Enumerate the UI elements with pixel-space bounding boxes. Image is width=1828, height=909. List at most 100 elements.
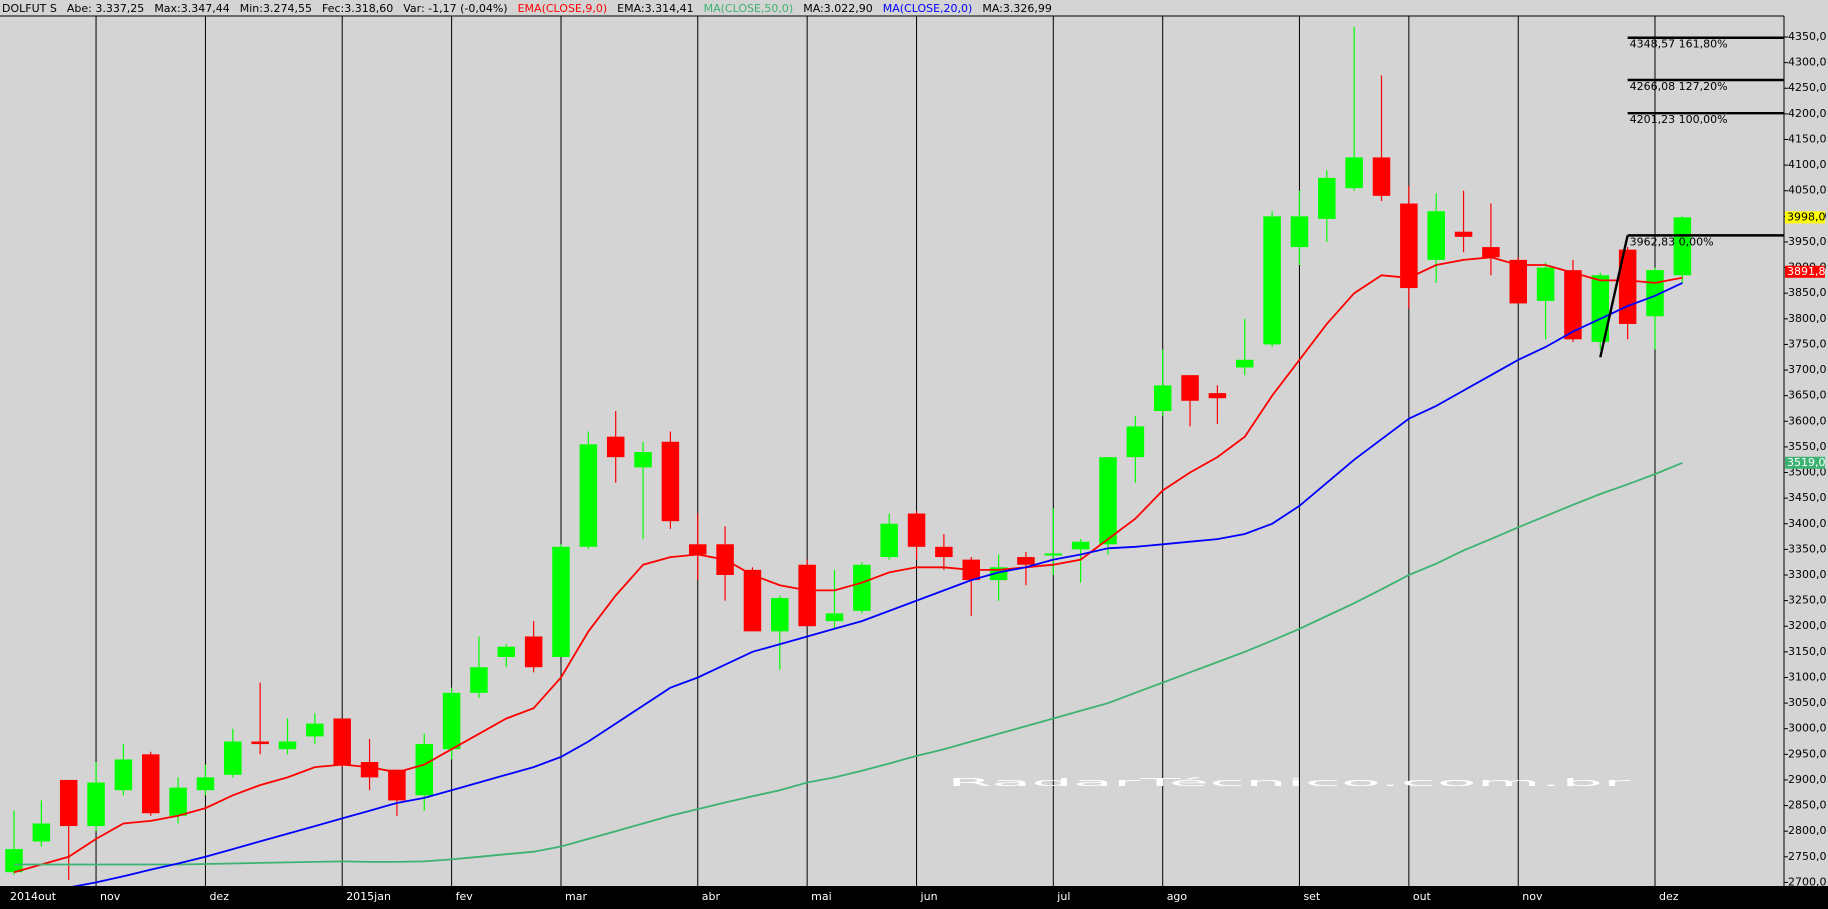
x-tick-label: nov [1522,890,1543,903]
legend-entry: MA(CLOSE,50,0) [703,2,794,15]
y-tick-label: 4300,0 [1788,56,1827,69]
price-tag [1785,456,1825,469]
candle-body [333,718,351,765]
x-tick-label: dez [209,890,229,903]
candle-body [87,782,105,827]
candle-body [1044,553,1063,556]
candle-body [388,769,406,801]
candle-body [880,523,898,558]
price-tag [1785,211,1825,224]
x-tick-label: 2015jan [346,890,391,903]
candle-body [1536,267,1555,301]
y-tick-label: 3100,0 [1788,670,1827,683]
indicator-reading: MA:3.022,90 [803,2,873,15]
candle-body [1564,270,1582,340]
y-tick-label: 3350,0 [1788,542,1827,555]
candle-body [1263,216,1281,345]
indicator-reading: MA:3.326,99 [982,2,1052,15]
x-tick-label: set [1303,890,1320,903]
candle-body [1454,231,1473,237]
symbol: DOLFUT S [2,2,57,15]
date-band [0,886,1828,909]
y-tick-label: 3950,0 [1788,235,1827,248]
candle-body [1345,157,1363,189]
candle-body [1509,259,1527,304]
candle-body [1591,275,1610,342]
y-tick-label: 3550,0 [1788,440,1827,453]
y-tick-label: 4150,0 [1788,132,1827,145]
stat: Fec:3.318,60 [321,2,394,15]
watermark: RadarTécnico.com.br [947,776,1633,789]
x-tick-label: jul [1056,890,1070,903]
candle-body [1618,249,1637,324]
candle-body [825,613,844,622]
fib-label: 4201,23 100,00% [1630,113,1728,126]
x-tick-label: nov [100,890,121,903]
x-tick-label: dez [1659,890,1679,903]
x-tick-label: fev [456,890,474,903]
plot: RadarTécnico.com.br [5,26,1692,886]
candle-body [1427,211,1445,260]
fib-trend [1599,235,1629,358]
indicator-reading: EMA:3.314,41 [617,2,694,15]
legend-entry: MA(CLOSE,20,0) [882,2,973,15]
y-tick-label: 3300,0 [1788,568,1827,581]
candle-body [524,636,543,668]
candle-body [196,777,215,791]
candle-body [1318,177,1336,219]
y-tick-label: 3250,0 [1788,594,1827,607]
indicator-line [71,282,1683,886]
candle-body [689,544,707,555]
candle-body [1208,393,1227,399]
fib-label: 3962,83 0,00% [1630,235,1714,248]
candle-body [1017,557,1035,565]
candle-body [470,667,488,693]
candle-body [552,546,570,657]
y-tick-label: 4350,0 [1788,30,1827,43]
candle-body [306,723,324,737]
candle-body [32,823,51,842]
y-tick-label: 2750,0 [1788,850,1827,863]
candle-body [1673,217,1692,276]
candle-body [360,762,379,778]
stat: Max:3.347,44 [154,2,230,15]
y-tick-label: 3700,0 [1788,363,1827,376]
candle-body [251,741,269,745]
fib-label: 4348,57 161,80% [1630,38,1728,51]
price-tag-label: 3998,0 [1787,210,1826,223]
stat: Min:3.274,55 [239,2,312,15]
x-tick-label: 2014out [10,890,57,903]
candle-body [935,546,953,558]
x-tick-label: jun [920,890,938,903]
fib-label: 4266,08 127,20% [1630,80,1728,93]
candle-body [497,646,516,657]
indicator-line [14,461,1683,866]
candle-body [606,436,625,458]
indicator-line [13,256,1683,874]
price-tag-label: 3891,8 [1787,265,1826,278]
candle-body [634,452,652,468]
candle-body [278,741,297,750]
price-tag [1785,265,1825,278]
y-tick-label: 3800,0 [1788,312,1827,325]
y-tick-label: 2800,0 [1788,824,1827,837]
candle-body [1400,203,1418,289]
candle-body [114,759,133,791]
header: DOLFUT S Abe: 3.337,25 Max:3.347,44 Min:3.2… [2,2,1052,16]
candle-body [1126,426,1145,458]
candle-body [907,513,926,547]
y-tick-label: 3050,0 [1788,696,1827,709]
y-tick-label: 4250,0 [1788,81,1827,94]
y-tick-label: 4100,0 [1788,158,1827,171]
candle-body [224,741,242,775]
candle-body [1071,541,1090,550]
candle-body [142,754,160,814]
candle-body [1290,216,1309,248]
legend-entry: EMA(CLOSE,9,0) [517,2,608,15]
candle-body [5,849,23,873]
y-tick-label: 3450,0 [1788,491,1827,504]
y-tick-label: 4050,0 [1788,184,1827,197]
x-tick-label: mai [811,890,832,903]
y-tick-label: 3650,0 [1788,389,1827,402]
